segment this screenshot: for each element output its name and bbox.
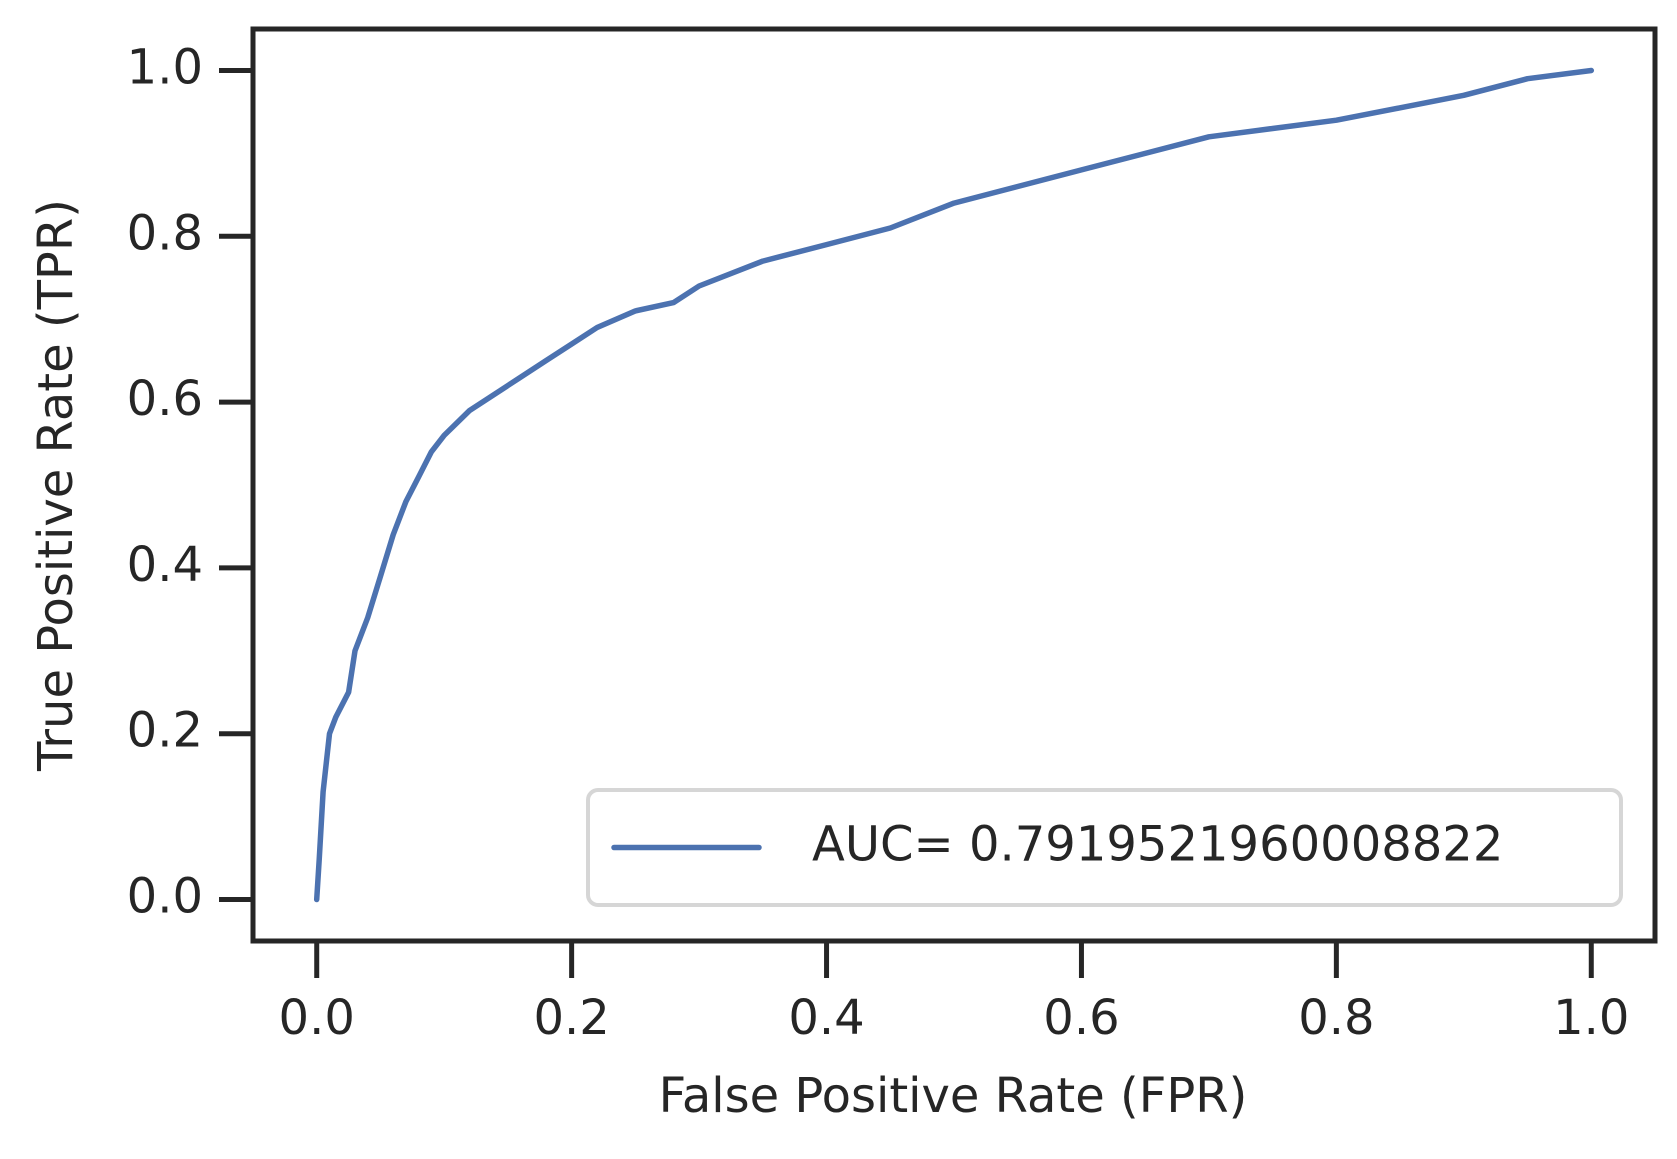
x-axis-label: False Positive Rate (FPR) [659,1068,1248,1124]
x-tick-label: 1.0 [1553,990,1629,1046]
x-tick-label: 0.2 [533,990,609,1046]
y-tick-label: 0.6 [127,371,203,427]
roc-line [313,67,1595,903]
legend-box [586,788,1623,907]
legend-label: AUC= 0.7919521960008822 [812,817,1503,873]
x-tick-label: 0.0 [279,990,355,1046]
plot-frame [250,26,1658,944]
y-tick-label: 0.2 [127,703,203,759]
y-tick-label: 0.0 [127,869,203,925]
x-tick-label: 0.4 [788,990,864,1046]
y-tick-label: 0.8 [127,205,203,261]
x-tick-label: 0.6 [1043,990,1119,1046]
y-tick-label: 1.0 [127,39,203,95]
x-tick-label: 0.8 [1298,990,1374,1046]
y-tick-label: 0.4 [127,537,203,593]
y-axis-label: True Positive Rate (TPR) [28,199,84,772]
